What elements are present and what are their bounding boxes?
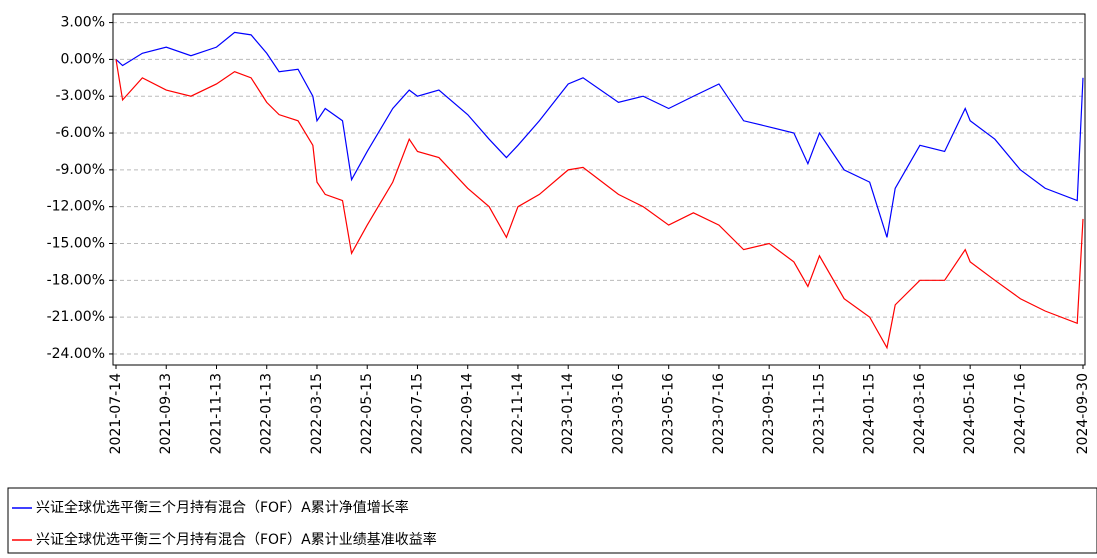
x-tick-label: 2021-07-14	[108, 373, 124, 454]
legend-label: 兴证全球优选平衡三个月持有混合（FOF）A累计净值增长率	[36, 499, 409, 516]
x-tick-label: 2023-07-16	[711, 373, 727, 454]
x-tick-label: 2023-03-16	[610, 373, 626, 454]
legend-box	[7, 487, 1097, 554]
x-tick-label: 2023-01-14	[560, 373, 576, 454]
x-tick-label: 2023-11-15	[811, 373, 827, 454]
x-tick-label: 2024-01-15	[862, 373, 878, 454]
legend-label: 兴证全球优选平衡三个月持有混合（FOF）A累计业绩基准收益率	[36, 531, 437, 548]
x-tick-label: 2022-05-15	[359, 373, 375, 454]
series-line	[115, 59, 1084, 350]
x-tick-label: 2024-03-16	[912, 373, 928, 454]
y-tick-label: -6.00%	[55, 125, 105, 141]
y-tick-label: -24.00%	[47, 346, 105, 362]
y-tick-label: -9.00%	[55, 162, 105, 178]
y-tick-label: -18.00%	[47, 272, 105, 288]
x-tick-label: 2022-11-14	[510, 373, 526, 454]
y-tick-label: -3.00%	[55, 88, 105, 104]
x-tick-label: 2022-07-15	[409, 373, 425, 454]
x-tick-label: 2022-09-14	[460, 373, 476, 454]
x-tick-label: 2021-11-13	[208, 373, 224, 454]
plot-frame	[112, 13, 1086, 366]
x-tick-label: 2022-03-15	[309, 373, 325, 454]
y-tick-label: -15.00%	[47, 236, 105, 252]
x-tick-label: 2021-09-13	[158, 373, 174, 454]
x-tick-label: 2024-07-16	[1012, 373, 1028, 454]
series-line	[115, 31, 1084, 238]
x-tick-label: 2023-09-15	[761, 373, 777, 454]
x-tick-label: 2022-01-13	[259, 373, 275, 454]
x-tick-label: 2024-05-16	[962, 373, 978, 454]
x-tick-label: 2024-09-30	[1075, 373, 1091, 454]
x-tick-label: 2023-05-16	[661, 373, 677, 454]
y-tick-label: -12.00%	[47, 199, 105, 215]
y-tick-label: 3.00%	[61, 15, 105, 31]
y-tick-label: -21.00%	[47, 309, 105, 325]
y-tick-label: 0.00%	[61, 51, 105, 67]
